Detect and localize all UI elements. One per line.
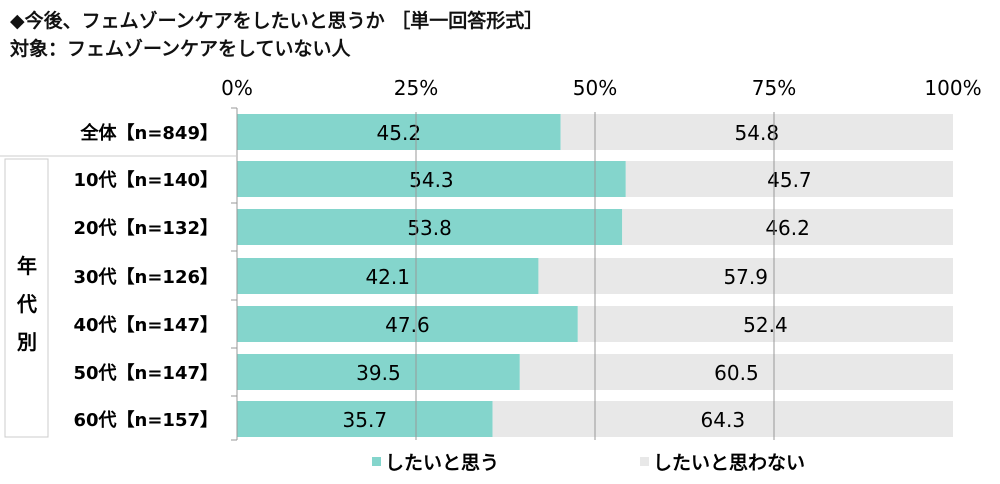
group-bracket <box>4 158 49 438</box>
bar-segment <box>237 306 578 342</box>
data-label: 54.8 <box>735 121 780 145</box>
data-label: 54.3 <box>409 168 454 192</box>
chart-subtitle: 対象：フェムゾーンケアをしていない人 <box>10 38 351 60</box>
data-label: 53.8 <box>407 216 452 240</box>
legend-swatch <box>640 457 649 466</box>
data-label: 46.2 <box>765 216 810 240</box>
data-label: 64.3 <box>701 408 746 432</box>
bar-segment <box>538 258 953 294</box>
data-label: 47.6 <box>385 313 430 337</box>
category-label: 40代【n=147】 <box>73 315 218 336</box>
data-label: 45.7 <box>767 168 812 192</box>
category-label: 10代【n=140】 <box>73 170 218 191</box>
data-label: 60.5 <box>714 361 759 385</box>
data-label: 35.7 <box>343 408 388 432</box>
bar-segment <box>237 209 623 245</box>
bar-segment <box>237 354 520 390</box>
group-label-char: 代 <box>16 292 37 316</box>
x-tick-label: 0% <box>221 76 253 100</box>
bar-segment <box>577 306 953 342</box>
category-label: 30代【n=126】 <box>73 267 218 288</box>
data-label: 57.9 <box>723 265 768 289</box>
x-tick-label: 75% <box>752 76 796 100</box>
legend-label: したいと思う <box>385 452 499 474</box>
data-label: 42.1 <box>365 265 410 289</box>
data-label: 45.2 <box>377 121 422 145</box>
data-label: 39.5 <box>356 361 401 385</box>
group-label-char: 別 <box>17 330 37 354</box>
group-label-char: 年 <box>17 254 37 278</box>
legend-label: したいと思わない <box>653 452 805 474</box>
data-label: 52.4 <box>743 313 788 337</box>
bar-segment <box>237 161 626 197</box>
category-label: 50代【n=147】 <box>73 363 218 384</box>
bar-segment <box>560 114 953 150</box>
category-label: 全体【n=849】 <box>80 122 218 144</box>
bar-segment <box>237 114 561 150</box>
x-tick-label: 50% <box>573 76 617 100</box>
bar-segment <box>625 161 953 197</box>
category-label: 60代【n=157】 <box>73 410 218 431</box>
bar-segment <box>519 354 953 390</box>
chart-title: ◆今後、フェムゾーンケアをしたいと思うか ［単一回答形式］ <box>10 10 544 32</box>
x-tick-label: 25% <box>394 76 438 100</box>
x-tick-label: 100% <box>924 76 981 100</box>
bar-segment <box>622 209 953 245</box>
bar-segment <box>492 401 953 437</box>
bar-segment <box>237 401 493 437</box>
legend-swatch <box>372 457 381 466</box>
category-label: 20代【n=132】 <box>73 218 218 239</box>
bar-segment <box>237 258 539 294</box>
